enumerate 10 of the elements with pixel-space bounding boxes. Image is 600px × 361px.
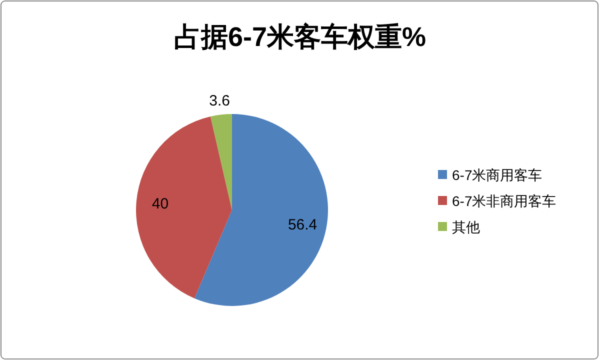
data-label: 40 [152, 196, 169, 213]
data-label: 3.6 [209, 92, 230, 110]
data-label: 56.4 [288, 216, 318, 234]
legend-label: 其他 [452, 219, 480, 235]
pie-slice [136, 116, 232, 298]
pie-slice [210, 114, 232, 210]
legend-label: 6-7米非商用客车 [452, 193, 556, 209]
chart-title: 占据6-7米客车权重% [174, 22, 426, 52]
pie-slice [194, 114, 328, 306]
legend-label: 6-7米商用客车 [452, 167, 542, 183]
